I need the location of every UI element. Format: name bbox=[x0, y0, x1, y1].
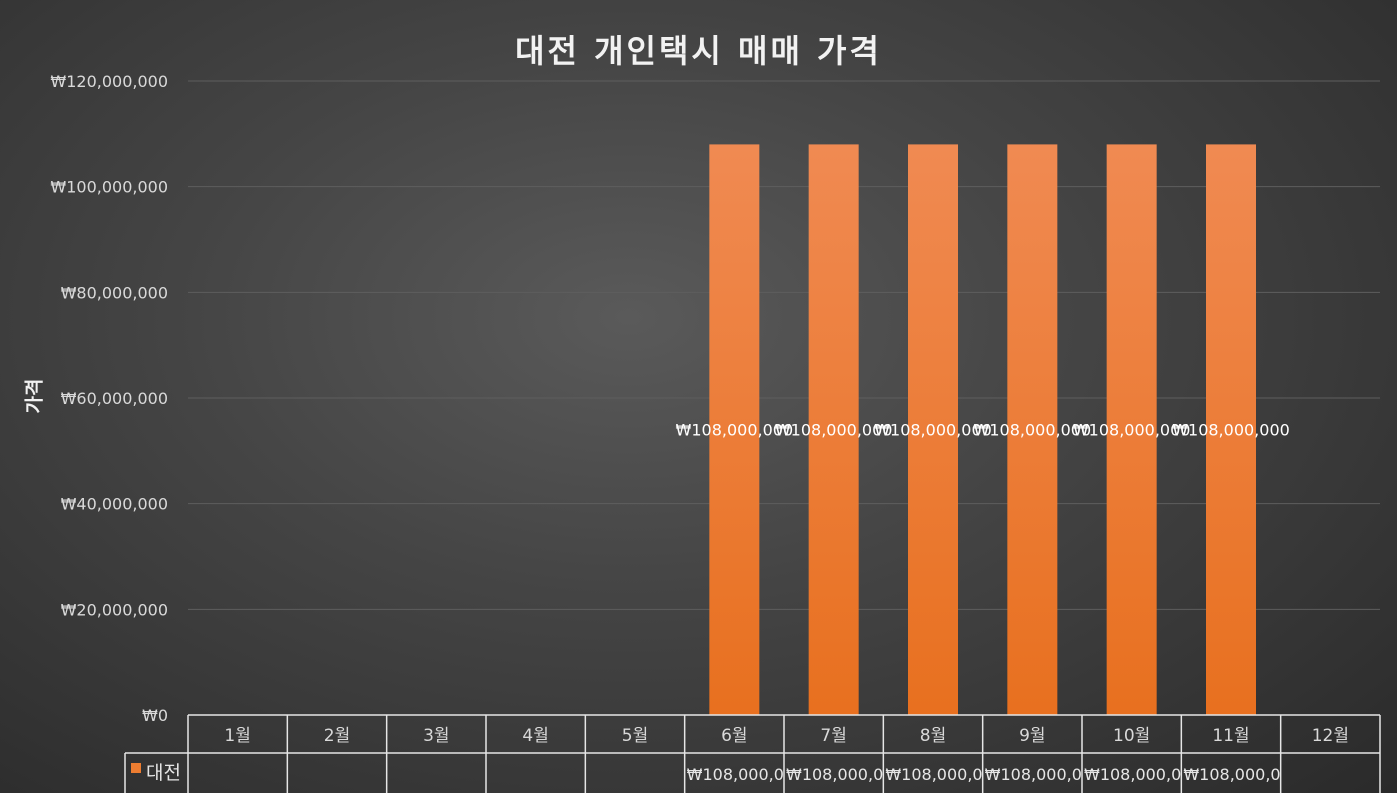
data-label: ₩108,000,000 bbox=[1073, 421, 1191, 440]
category-label: 10월 bbox=[1113, 726, 1150, 746]
bar bbox=[1007, 144, 1058, 715]
table-value: ₩108,000,0 bbox=[786, 765, 883, 784]
bar bbox=[709, 144, 760, 715]
data-label: ₩108,000,000 bbox=[874, 421, 992, 440]
category-label: 9월 bbox=[1019, 726, 1045, 746]
legend-swatch bbox=[131, 763, 141, 773]
bar bbox=[908, 144, 958, 715]
table-value: ₩108,000,0 bbox=[1183, 765, 1280, 784]
table-value: ₩108,000,0 bbox=[885, 765, 982, 784]
bar bbox=[1106, 144, 1157, 715]
category-label: 4월 bbox=[522, 726, 548, 746]
table-value: ₩108,000,0 bbox=[985, 765, 1082, 784]
y-tick-label: ₩40,000,000 bbox=[61, 495, 168, 514]
category-label: 12월 bbox=[1312, 726, 1349, 746]
legend-label: 대전 bbox=[146, 762, 181, 784]
category-label: 6월 bbox=[721, 726, 747, 746]
category-label: 1월 bbox=[224, 726, 250, 746]
y-tick-label: ₩0 bbox=[142, 706, 168, 725]
data-label: ₩108,000,000 bbox=[1172, 421, 1290, 440]
bar bbox=[1206, 144, 1256, 715]
y-tick-label: ₩20,000,000 bbox=[61, 600, 168, 619]
category-label: 7월 bbox=[820, 726, 846, 746]
table-value: ₩108,000,0 bbox=[1084, 765, 1181, 784]
category-label: 3월 bbox=[423, 726, 449, 746]
category-label: 5월 bbox=[622, 726, 648, 746]
y-tick-label: ₩80,000,000 bbox=[61, 283, 168, 302]
y-tick-label: ₩120,000,000 bbox=[50, 72, 168, 91]
bar bbox=[808, 144, 859, 715]
table-value: ₩108,000,0 bbox=[687, 765, 784, 784]
y-tick-label: ₩60,000,000 bbox=[61, 389, 168, 408]
category-label: 2월 bbox=[324, 726, 350, 746]
category-label: 11월 bbox=[1212, 726, 1249, 746]
y-tick-label: ₩100,000,000 bbox=[50, 178, 168, 197]
data-label: ₩108,000,000 bbox=[974, 421, 1092, 440]
data-label: ₩108,000,000 bbox=[775, 421, 893, 440]
chart-title: 대전 개인택시 매매 가격 bbox=[515, 32, 882, 70]
category-label: 8월 bbox=[920, 726, 946, 746]
data-label: ₩108,000,000 bbox=[676, 421, 794, 440]
